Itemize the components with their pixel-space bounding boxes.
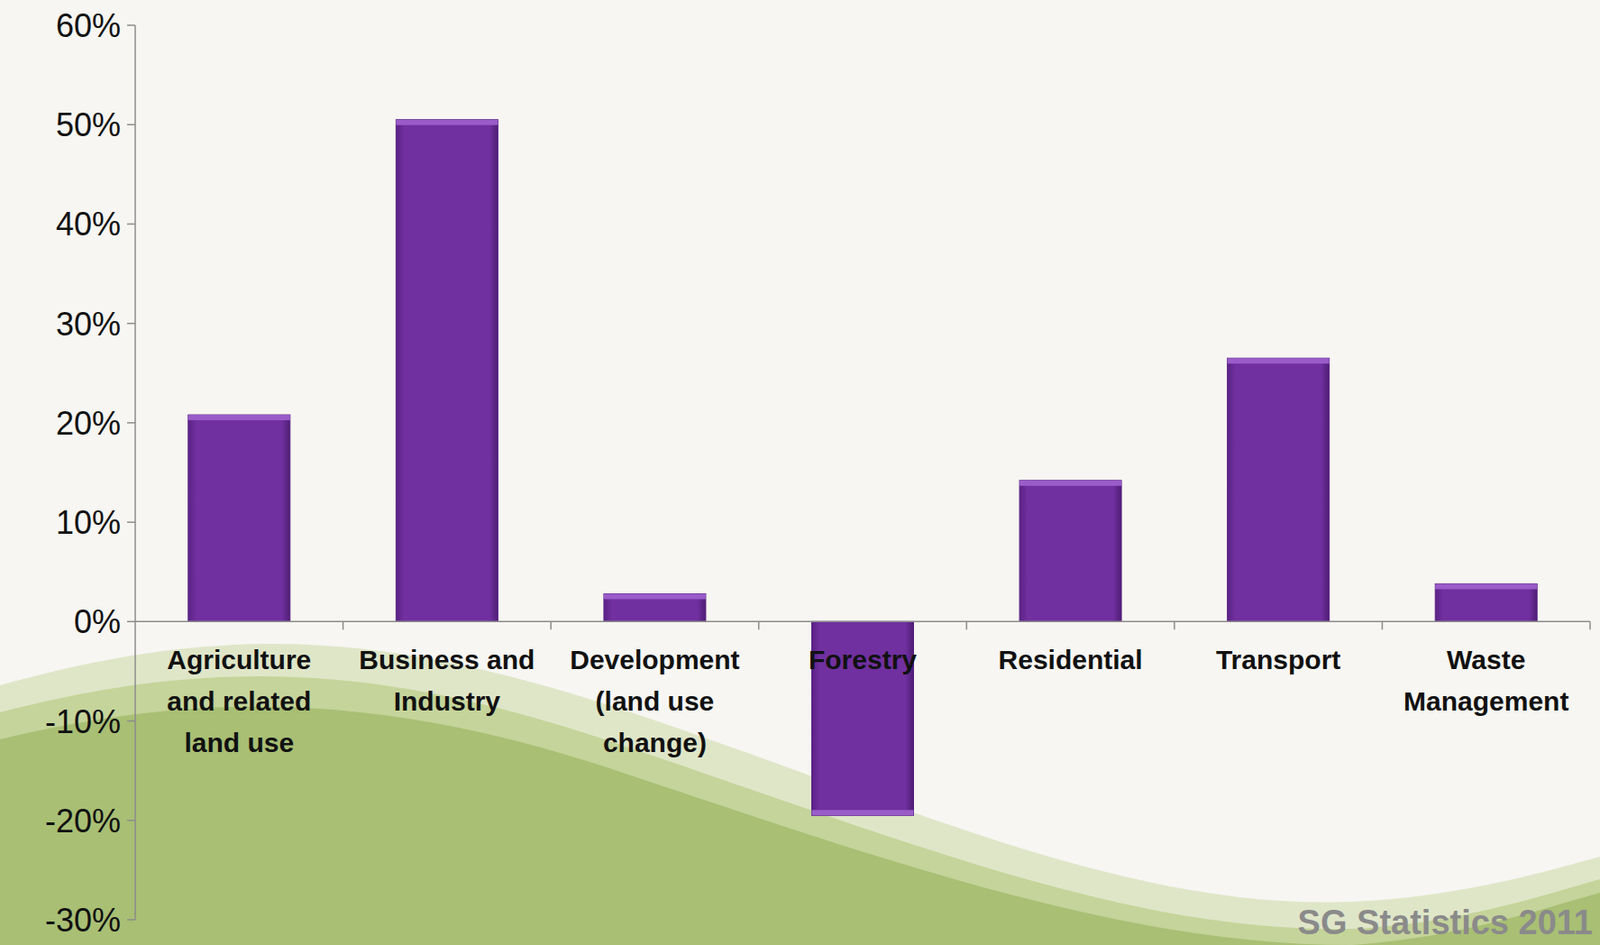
bar-cap [603, 593, 706, 599]
bar [188, 414, 291, 622]
x-tick-label: Transport [1216, 644, 1341, 675]
x-separator [1589, 621, 1591, 630]
x-tick-label-line: change) [603, 727, 707, 758]
x-tick-label-line: and related [166, 685, 311, 716]
wave [0, 676, 1600, 945]
y-axis [134, 25, 137, 920]
x-tick-label-line: (land use [595, 685, 715, 716]
bar [1019, 480, 1122, 622]
x-separator [758, 621, 760, 630]
y-tick-label: -10% [45, 703, 121, 741]
x-tick-label-line: Industry [393, 685, 502, 716]
y-tick-label: -20% [45, 802, 121, 840]
x-tick-label-line: Transport [1216, 644, 1341, 675]
bar-cap [1019, 480, 1122, 486]
x-tick-label-line: Residential [998, 644, 1143, 675]
x-tick-label: Residential [998, 644, 1143, 675]
x-separator [966, 621, 969, 630]
x-tick-label-line: Agriculture [166, 644, 311, 675]
y-tick [127, 621, 136, 623]
bar [603, 593, 706, 622]
x-tick-label-line: land use [183, 727, 294, 758]
y-tick [127, 322, 136, 325]
y-tick [127, 24, 136, 27]
x-tick-label: Development (land use change) [569, 644, 740, 758]
x-tick-label: Business and Industry [358, 644, 535, 716]
y-tick [127, 223, 136, 226]
bar [395, 119, 498, 622]
bar-cap [1227, 357, 1330, 364]
bar-cap [395, 119, 498, 126]
x-separator [342, 621, 345, 630]
y-tick [127, 819, 136, 822]
bar [1227, 357, 1330, 622]
x-tick-label: Waste Management [1403, 644, 1569, 716]
y-tick-label: 20% [55, 404, 121, 442]
y-tick [127, 123, 136, 126]
x-tick-label-line: Waste [1446, 644, 1526, 675]
x-tick-label-line: Management [1403, 685, 1569, 716]
bar-cap [1435, 583, 1537, 589]
x-axis [135, 621, 1591, 623]
y-tick [127, 421, 136, 424]
x-tick-label-line: Forestry [808, 644, 917, 675]
x-separator [1173, 621, 1176, 630]
y-tick [127, 720, 136, 723]
bar-cap [188, 414, 291, 421]
background [0, 0, 1600, 945]
x-tick-label-line: Development [569, 644, 740, 675]
bar-cap [812, 809, 915, 815]
y-tick-label: 10% [55, 503, 121, 541]
y-tick-label: 40% [55, 205, 121, 243]
y-tick-label: 60% [55, 7, 121, 45]
wave [0, 706, 1353, 945]
y-tick-label: 50% [55, 106, 121, 144]
x-tick-label: Agriculture and related land use [166, 644, 311, 758]
wave [0, 643, 1600, 945]
y-tick [127, 521, 136, 523]
y-tick-label: 0% [73, 603, 121, 640]
x-separator [1381, 621, 1384, 630]
x-tick-label: Forestry [808, 644, 917, 675]
x-tick-label-line: Business and [358, 644, 535, 675]
x-separator [549, 621, 552, 630]
chart: -30% -20% -10% 0% 10% 20% 30% 40% 50% 60% Agricult… [0, 0, 1600, 945]
source-note: SG Statistics 2011 [1298, 903, 1593, 942]
y-tick [127, 918, 136, 921]
y-tick-label: -30% [45, 901, 121, 939]
y-tick-label: 30% [55, 305, 121, 343]
bar [1435, 583, 1537, 622]
